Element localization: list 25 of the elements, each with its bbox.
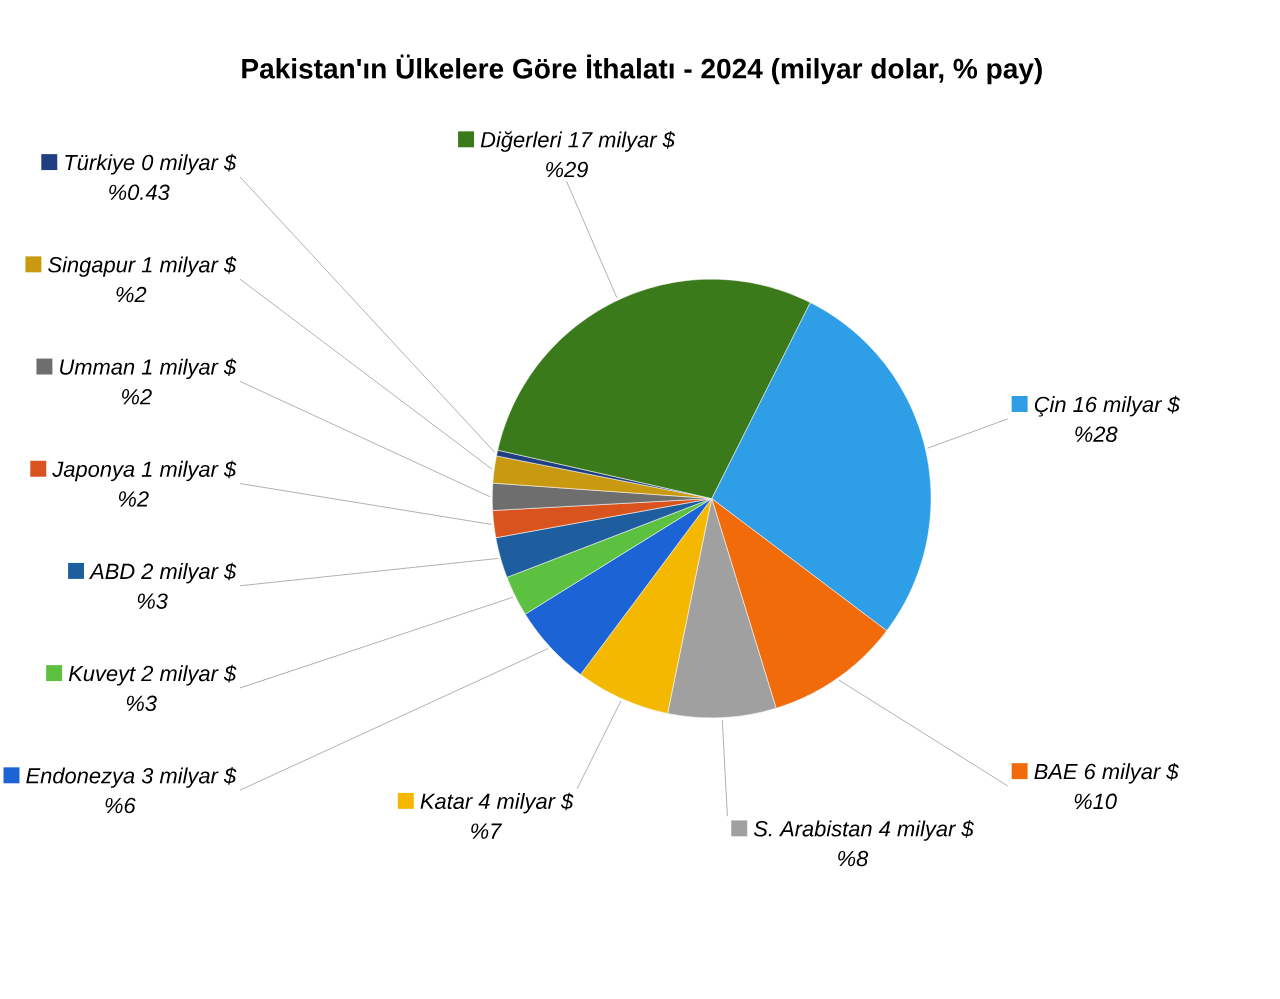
data-label: %2 — [122, 389, 152, 405]
data-label: %2 — [118, 491, 149, 507]
legend-label: Endonezya 3 milyar $ — [26, 767, 237, 788]
legend-label: Umman 1 milyar $ — [60, 358, 237, 380]
legend-label: Japonya 1 milyar $ — [52, 460, 237, 482]
legend-label: Singapur 1 milyar $ — [48, 256, 237, 277]
legend-label: Kuveyt 2 milyar $ — [68, 664, 237, 686]
data-label: %8 — [838, 850, 869, 867]
data-label: %3 — [126, 695, 157, 712]
data-label: %29 — [546, 161, 588, 178]
data-label: %0.43 — [109, 184, 170, 201]
data-label: %2 — [116, 286, 147, 303]
data-label: %3 — [137, 593, 168, 609]
legend-label: Türkiye 0 milyar $ — [65, 153, 237, 175]
legend-label: Çin 16 milyar $ — [1034, 395, 1181, 417]
legend-label: Katar 4 milyar $ — [420, 792, 574, 814]
chart-title: Pakistan'ın Ülkelere Göre İthalatı - 2024 (milyar dolar, % pay) — [242, 54, 1042, 85]
data-label: %6 — [105, 797, 136, 814]
legend-label: S. Arabistan 4 milyar $ — [753, 820, 974, 841]
legend-label: Diğerleri 17 milyar $ — [480, 131, 676, 152]
legend-label: BAE 6 milyar $ — [1034, 762, 1179, 784]
data-label: %10 — [1074, 793, 1117, 810]
data-label: %7 — [471, 823, 503, 839]
legend-label: ABD 2 milyar $ — [89, 562, 237, 584]
data-label: %28 — [1075, 426, 1118, 442]
